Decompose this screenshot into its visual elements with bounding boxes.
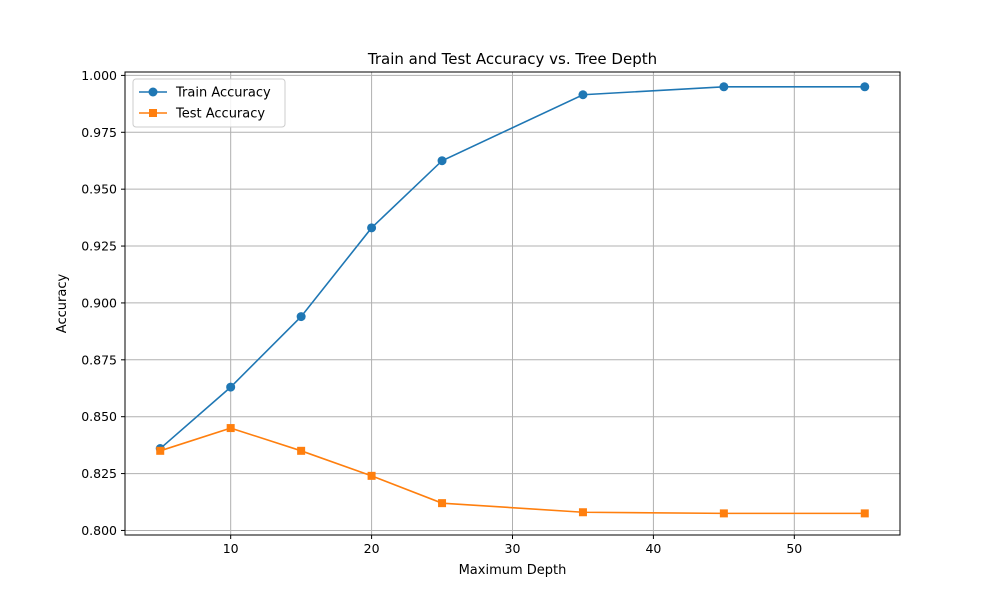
y-axis-label: Accuracy [55, 274, 70, 334]
data-point [156, 446, 165, 455]
chart-title: Train and Test Accuracy vs. Tree Depth [367, 50, 657, 68]
legend-item: Test Accuracy [139, 107, 265, 122]
data-point [296, 312, 306, 322]
x-tick-label: 40 [645, 541, 661, 556]
data-point [860, 82, 870, 92]
data-point [297, 446, 306, 455]
y-tick-label: 0.850 [81, 409, 117, 424]
data-point [719, 509, 728, 518]
y-tick-label: 0.925 [81, 239, 117, 254]
data-point [367, 223, 377, 233]
x-tick-label: 50 [786, 541, 802, 556]
data-point [578, 508, 587, 517]
legend-item: Train Accuracy [139, 86, 271, 101]
data-point [860, 509, 869, 518]
x-tick-label: 30 [505, 541, 521, 556]
data-point [437, 156, 447, 166]
series-line-train-accuracy [159, 85, 865, 450]
data-point [438, 499, 447, 508]
x-tick-label: 20 [364, 541, 380, 556]
data-point [578, 90, 588, 100]
legend-marker [149, 109, 157, 117]
data-point [226, 382, 236, 392]
ticks: 10 20 30 40 50 0.800 0.825 0.850 0.875 0.900 0.925… [81, 68, 802, 556]
legend-label: Train Accuracy [175, 86, 271, 101]
series-test-accuracy [156, 424, 869, 518]
y-tick-label: 1.000 [81, 68, 117, 83]
y-tick-label: 0.950 [81, 182, 117, 197]
legend-box [132, 78, 286, 128]
data-point [226, 424, 235, 433]
x-tick-label: 10 [223, 541, 239, 556]
series-line-test-accuracy [159, 427, 865, 515]
grid [125, 72, 900, 535]
series-layer [155, 82, 870, 518]
legend: Train Accuracy Test Accuracy [132, 78, 286, 128]
x-axis-label: Maximum Depth [459, 563, 567, 578]
series-train-accuracy [155, 82, 870, 454]
y-tick-label: 0.800 [81, 523, 117, 538]
legend-label: Test Accuracy [175, 107, 265, 122]
y-tick-label: 0.900 [81, 295, 117, 310]
y-tick-label: 0.975 [81, 125, 117, 140]
y-tick-label: 0.875 [81, 352, 117, 367]
y-tick-label: 0.825 [81, 466, 117, 481]
data-point [719, 82, 729, 92]
legend-marker [148, 87, 158, 97]
data-point [367, 471, 376, 480]
